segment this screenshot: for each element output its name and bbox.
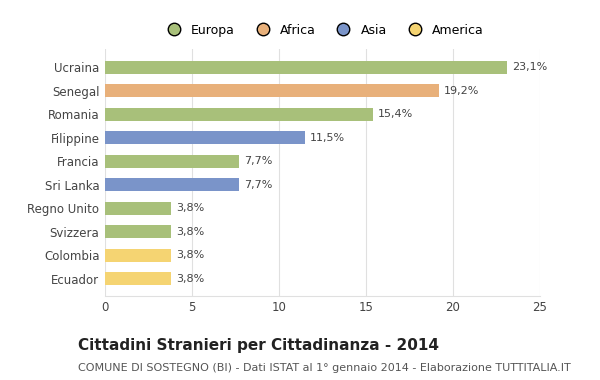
- Text: 7,7%: 7,7%: [244, 156, 272, 166]
- Bar: [105, 178, 239, 191]
- Bar: [105, 225, 171, 238]
- Legend: Europa, Africa, Asia, America: Europa, Africa, Asia, America: [158, 21, 487, 39]
- Bar: [105, 155, 239, 168]
- Bar: [105, 84, 439, 97]
- Text: 3,8%: 3,8%: [176, 250, 205, 260]
- Text: 3,8%: 3,8%: [176, 227, 205, 237]
- Bar: [105, 61, 507, 74]
- Text: 3,8%: 3,8%: [176, 274, 205, 284]
- Text: 15,4%: 15,4%: [378, 109, 413, 119]
- Bar: [105, 108, 373, 120]
- Text: 23,1%: 23,1%: [512, 62, 547, 72]
- Bar: [105, 272, 171, 285]
- Text: 11,5%: 11,5%: [310, 133, 346, 142]
- Bar: [105, 202, 171, 215]
- Bar: [105, 249, 171, 262]
- Bar: [105, 131, 305, 144]
- Text: COMUNE DI SOSTEGNO (BI) - Dati ISTAT al 1° gennaio 2014 - Elaborazione TUTTITALI: COMUNE DI SOSTEGNO (BI) - Dati ISTAT al …: [78, 363, 571, 373]
- Text: 3,8%: 3,8%: [176, 203, 205, 213]
- Text: 19,2%: 19,2%: [445, 86, 479, 96]
- Text: 7,7%: 7,7%: [244, 180, 272, 190]
- Text: Cittadini Stranieri per Cittadinanza - 2014: Cittadini Stranieri per Cittadinanza - 2…: [78, 338, 439, 353]
